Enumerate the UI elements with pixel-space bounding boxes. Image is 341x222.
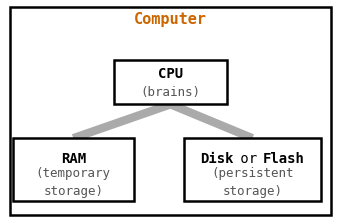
Text: Disk: Disk — [200, 152, 234, 166]
FancyBboxPatch shape — [114, 60, 227, 104]
Text: CPU: CPU — [158, 67, 183, 81]
Text: Flash: Flash — [263, 152, 305, 166]
Text: (persistent
storage): (persistent storage) — [211, 166, 294, 198]
Text: RAM: RAM — [61, 152, 86, 166]
Text: (temporary
storage): (temporary storage) — [36, 166, 111, 198]
Text: Computer: Computer — [134, 12, 207, 27]
FancyBboxPatch shape — [10, 7, 331, 215]
FancyBboxPatch shape — [184, 138, 321, 202]
Text: (brains): (brains) — [140, 86, 201, 99]
Text: or: or — [232, 152, 265, 166]
FancyBboxPatch shape — [13, 138, 134, 202]
